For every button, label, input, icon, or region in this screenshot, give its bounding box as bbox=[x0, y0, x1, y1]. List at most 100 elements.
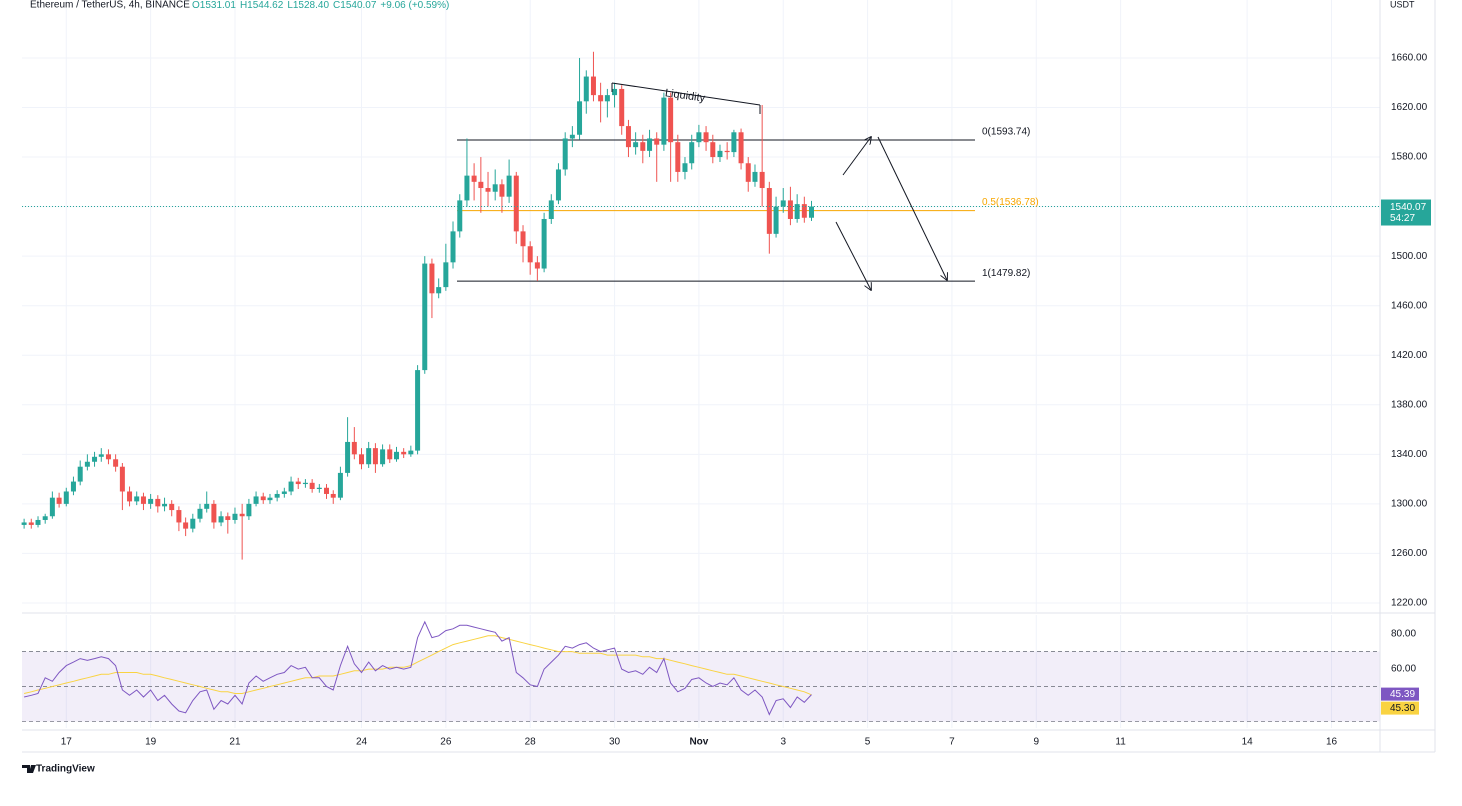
candle-body bbox=[239, 513, 245, 517]
candle-body bbox=[787, 200, 793, 219]
candle-body bbox=[808, 206, 814, 218]
candle-body bbox=[49, 497, 55, 517]
candle-body bbox=[647, 138, 653, 151]
y-tick-label: 1660.00 bbox=[1391, 53, 1428, 64]
candle-body bbox=[162, 503, 168, 507]
candle-body bbox=[675, 142, 681, 172]
candle-body bbox=[485, 188, 491, 192]
candle-body bbox=[183, 522, 189, 529]
candle-body bbox=[562, 138, 568, 170]
candle-body bbox=[471, 175, 477, 182]
candle-body bbox=[281, 491, 287, 494]
candle-body bbox=[625, 126, 631, 148]
candle-body bbox=[63, 491, 69, 504]
x-tick-label: 30 bbox=[609, 737, 621, 748]
x-tick-label: 19 bbox=[145, 737, 157, 748]
candle-body bbox=[401, 451, 407, 455]
y-tick-label: 1620.00 bbox=[1391, 102, 1428, 113]
x-tick-label: 14 bbox=[1242, 737, 1254, 748]
brand: TradingView bbox=[36, 764, 95, 775]
candle-body bbox=[548, 200, 554, 219]
x-tick-label: 7 bbox=[949, 737, 955, 748]
candle-body bbox=[176, 510, 182, 523]
candle-body bbox=[295, 481, 301, 485]
candle-body bbox=[569, 134, 575, 139]
candle-body bbox=[351, 441, 357, 455]
rsi-value-box bbox=[1381, 687, 1419, 701]
candle-body bbox=[619, 88, 625, 127]
candle-body bbox=[527, 246, 533, 263]
candle-body bbox=[745, 163, 751, 182]
candle-body bbox=[148, 498, 154, 504]
candle-body bbox=[422, 263, 428, 371]
candle-body bbox=[429, 263, 435, 294]
candle-body bbox=[436, 287, 442, 294]
candle-body bbox=[696, 132, 702, 143]
liquidity-annotation: Liquidity bbox=[611, 82, 761, 114]
candle-body bbox=[359, 454, 364, 465]
y-tick-label: 1300.00 bbox=[1391, 499, 1428, 510]
candle-body bbox=[752, 171, 758, 182]
candle-body bbox=[134, 496, 140, 502]
candle-body bbox=[590, 76, 596, 96]
ohlc-value: L1528.40 bbox=[287, 0, 329, 11]
candle-body bbox=[113, 459, 119, 467]
fib-label: 0.5(1536.78) bbox=[982, 197, 1039, 208]
ohlc-value: O1531.01 bbox=[192, 0, 236, 11]
rsi-tick-label: 80.00 bbox=[1391, 629, 1416, 640]
brand-logo bbox=[22, 765, 36, 773]
x-tick-label: 5 bbox=[865, 737, 871, 748]
plot bbox=[21, 51, 1380, 716]
candle-body bbox=[766, 188, 772, 234]
x-tick-label: 16 bbox=[1326, 737, 1338, 748]
candle-body bbox=[197, 508, 203, 519]
candle-body bbox=[415, 370, 421, 451]
candle-body bbox=[577, 101, 583, 135]
candle-body bbox=[211, 503, 217, 523]
candle-body bbox=[731, 132, 737, 153]
candle-body bbox=[478, 181, 484, 189]
candle-body bbox=[169, 503, 175, 511]
symbol-title: Ethereum / TetherUS, 4h, BINANCE bbox=[30, 0, 190, 11]
liquidity-line bbox=[611, 82, 761, 106]
candle-body bbox=[541, 218, 547, 269]
candle-body bbox=[380, 449, 386, 465]
x-tick-label: 28 bbox=[525, 737, 537, 748]
x-tick-label: 3 bbox=[780, 737, 786, 748]
candle-body bbox=[654, 138, 660, 145]
candle-body bbox=[274, 493, 280, 498]
x-tick-label: 11 bbox=[1115, 737, 1126, 748]
candle-body bbox=[780, 200, 786, 207]
candle-body bbox=[316, 487, 322, 490]
candle-body bbox=[457, 200, 463, 232]
candle-body bbox=[140, 496, 146, 504]
y-tick-label: 1340.00 bbox=[1391, 449, 1428, 460]
candle-body bbox=[28, 522, 34, 525]
candle-body bbox=[801, 204, 807, 218]
candle-body bbox=[56, 497, 62, 504]
y-tick-label: 1460.00 bbox=[1391, 300, 1428, 311]
arrows bbox=[835, 136, 947, 290]
candle-body bbox=[232, 513, 238, 520]
y-tick-label: 1500.00 bbox=[1391, 251, 1428, 262]
candle-body bbox=[253, 496, 259, 504]
x-tick-label: 24 bbox=[356, 737, 368, 748]
candle-body bbox=[309, 482, 315, 490]
candle-body bbox=[759, 171, 765, 189]
ohlc-value: C1540.07 bbox=[333, 0, 377, 11]
candle-body bbox=[703, 132, 709, 143]
arrow bbox=[877, 136, 947, 280]
candle-body bbox=[408, 450, 414, 455]
candle-body bbox=[633, 142, 639, 148]
candle-body bbox=[155, 498, 161, 507]
grid bbox=[22, 0, 1380, 728]
candle-body bbox=[710, 142, 716, 158]
x-tick-label: 17 bbox=[61, 737, 73, 748]
candle-body bbox=[42, 516, 48, 520]
candle-body bbox=[127, 491, 133, 502]
arrow bbox=[842, 137, 871, 176]
candle-body bbox=[84, 461, 90, 467]
candle-body bbox=[98, 454, 104, 457]
